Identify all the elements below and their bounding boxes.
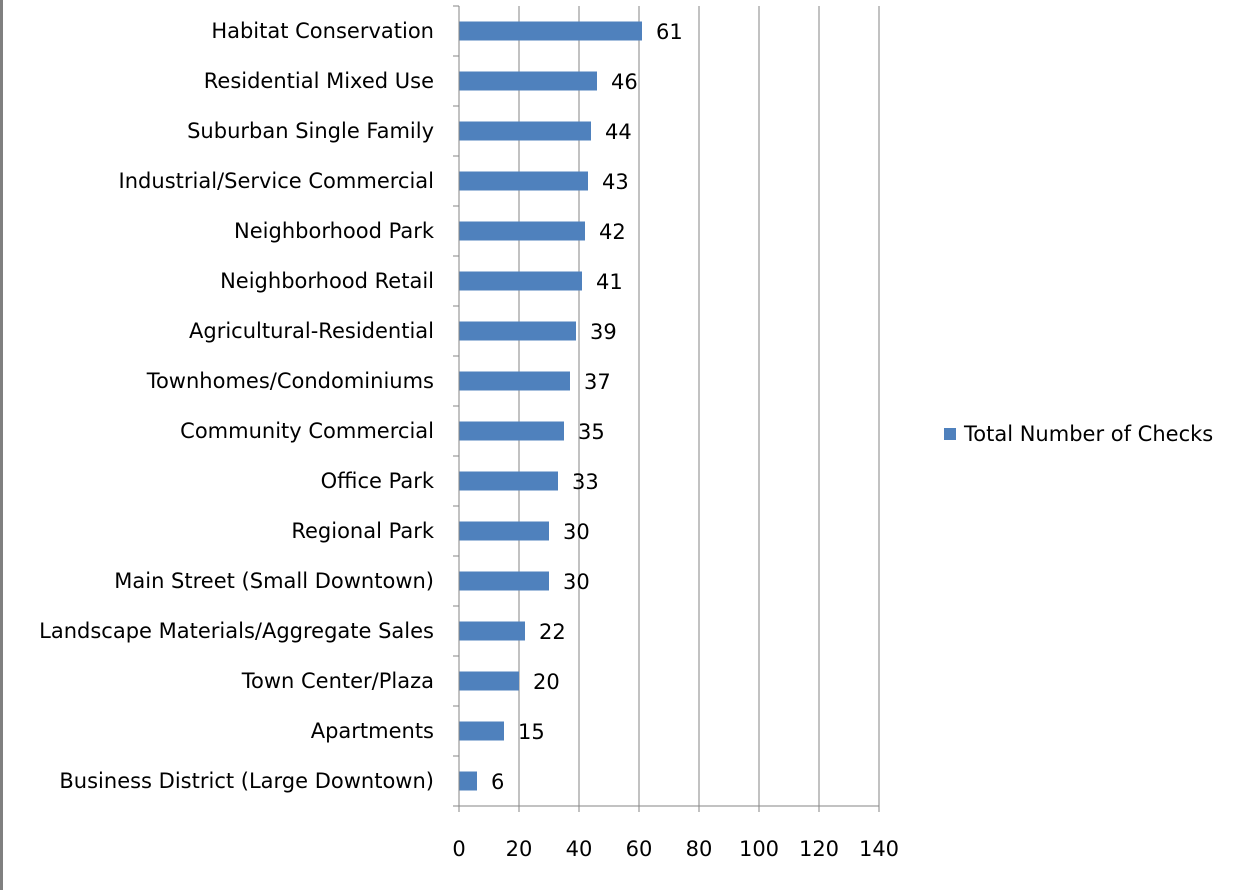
bar <box>459 21 642 41</box>
data-label: 30 <box>563 570 590 594</box>
legend-label: Total Number of Checks <box>963 422 1213 446</box>
category-label: Residential Mixed Use <box>204 69 434 93</box>
category-label: Suburban Single Family <box>187 119 434 143</box>
bar <box>459 121 591 141</box>
x-tick-label: 100 <box>739 837 779 861</box>
data-label: 44 <box>605 120 632 144</box>
data-label: 41 <box>596 270 623 294</box>
data-label: 46 <box>611 70 638 94</box>
bar <box>459 221 585 241</box>
frame-left-border <box>0 0 3 890</box>
x-tick-label: 60 <box>626 837 653 861</box>
category-label: Industrial/Service Commercial <box>119 169 434 193</box>
category-label: Neighborhood Retail <box>220 269 434 293</box>
x-tick-label: 120 <box>799 837 839 861</box>
bar <box>459 421 564 441</box>
bar <box>459 571 549 591</box>
category-label: Office Park <box>321 469 435 493</box>
bar <box>459 671 519 691</box>
data-label: 39 <box>590 320 617 344</box>
axes <box>453 5 880 812</box>
data-label: 37 <box>584 370 611 394</box>
bar <box>459 521 549 541</box>
x-tick-label: 0 <box>452 837 465 861</box>
x-tick-label: 140 <box>859 837 899 861</box>
legend: Total Number of Checks <box>944 422 1213 446</box>
category-label: Regional Park <box>291 519 434 543</box>
bar <box>459 271 582 291</box>
data-label: 20 <box>533 670 560 694</box>
bar <box>459 771 477 791</box>
category-label: Landscape Materials/Aggregate Sales <box>39 619 434 643</box>
data-label: 61 <box>656 20 683 44</box>
category-label: Town Center/Plaza <box>241 669 434 693</box>
data-label: 15 <box>518 720 545 744</box>
bar <box>459 71 597 91</box>
bars <box>459 21 642 791</box>
category-label: Main Street (Small Downtown) <box>114 569 434 593</box>
x-tick-label: 40 <box>566 837 593 861</box>
data-label: 42 <box>599 220 626 244</box>
bar <box>459 721 504 741</box>
category-label: Business District (Large Downtown) <box>59 769 434 793</box>
x-tick-label: 20 <box>506 837 533 861</box>
category-label: Neighborhood Park <box>234 219 435 243</box>
bar <box>459 171 588 191</box>
category-label: Agricultural-Residential <box>189 319 434 343</box>
bar <box>459 371 570 391</box>
bar <box>459 621 525 641</box>
legend-swatch <box>944 428 956 440</box>
bar <box>459 321 576 341</box>
data-label: 30 <box>563 520 590 544</box>
data-label: 43 <box>602 170 629 194</box>
x-tick-label: 80 <box>686 837 713 861</box>
bar <box>459 471 558 491</box>
category-label: Community Commercial <box>180 419 434 443</box>
data-label: 35 <box>578 420 605 444</box>
category-label: Townhomes/Condominiums <box>146 369 434 393</box>
category-label: Habitat Conservation <box>211 19 434 43</box>
data-label: 22 <box>539 620 566 644</box>
data-label: 33 <box>572 470 599 494</box>
category-label: Apartments <box>311 719 434 743</box>
data-label: 6 <box>491 770 504 794</box>
